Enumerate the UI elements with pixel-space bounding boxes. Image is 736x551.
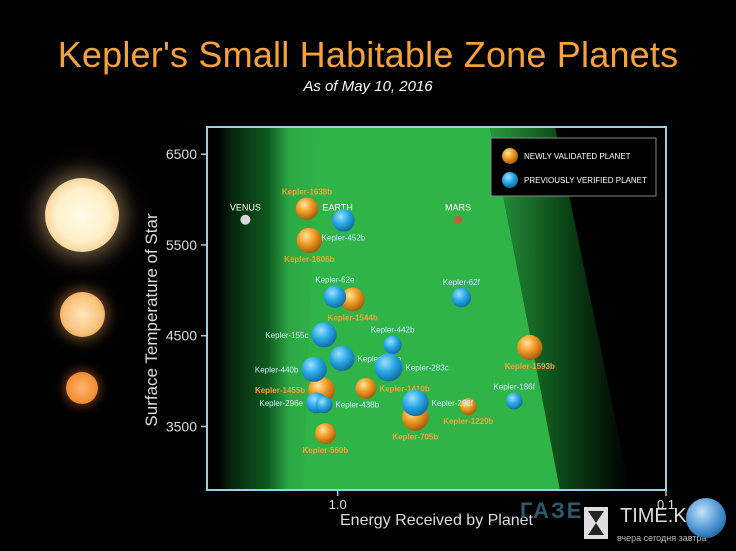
brand-tagline: вчера сегодня завтра: [617, 533, 707, 543]
planet-marker: [454, 215, 463, 224]
planet-label: Kepler-62f: [443, 278, 481, 287]
legend-box: [490, 137, 657, 197]
planet-label: Kepler-452b: [322, 234, 366, 243]
hot-star-icon: [45, 178, 119, 252]
legend-swatch: [502, 172, 518, 188]
planet-label: Kepler-1606b: [284, 255, 334, 264]
y-tick-label: 3500: [166, 418, 197, 434]
planet-label: Kepler-186f: [493, 383, 535, 392]
legend: NEWLY VALIDATED PLANET PREVIOUSLY VERIFIE…: [490, 137, 657, 197]
verified-planet-point: [323, 285, 347, 308]
y-tick-label: 5500: [166, 237, 197, 253]
planet-label: Kepler-1229b: [443, 417, 493, 426]
new-planet-point: [296, 227, 322, 254]
planet-label: Kepler-560b: [302, 446, 348, 455]
verified-planet-point: [301, 356, 327, 382]
planet-label: Kepler-283c: [406, 363, 449, 372]
planet-label: Kepler-1544b: [328, 313, 378, 322]
planet-label: Kepler-442b: [371, 326, 415, 335]
chart-title: Kepler's Small Habitable Zone Planets: [57, 34, 679, 75]
planet-label: Kepler-1455b: [255, 386, 305, 395]
verified-planet-point: [329, 345, 355, 372]
verified-planet-point: [402, 389, 429, 417]
new-planet-point: [459, 398, 477, 415]
medium-star-icon: [60, 292, 105, 337]
x-tick-label: 1.0: [329, 497, 347, 512]
y-tick-label: 6500: [166, 146, 197, 162]
planet-label: EARTH: [322, 203, 352, 213]
new-planet-point: [314, 423, 336, 445]
new-planet-point: [340, 287, 365, 312]
planet-label: Kepler-440b: [255, 365, 299, 374]
verified-planet-point: [451, 287, 472, 308]
hourglass-icon: [584, 507, 608, 539]
planet-label: Kepler-296e: [259, 399, 303, 408]
x-axis: 1.0 0.1: [329, 490, 675, 512]
verified-planet-point: [315, 396, 333, 414]
planet-label: Kepler-438b: [335, 401, 379, 410]
new-planet-point: [355, 377, 377, 399]
legend-swatch: [502, 148, 518, 164]
verified-planet-point: [374, 353, 403, 382]
y-tick-label: 4500: [166, 328, 197, 344]
x-axis-label: Energy Received by Planet: [340, 512, 533, 529]
planet-label: Kepler-62e: [315, 276, 355, 285]
verified-planet-point: [383, 335, 402, 354]
legend-label: NEWLY VALIDATED PLANET: [524, 152, 631, 161]
chart-subtitle: As of May 10, 2016: [303, 78, 433, 95]
planet-label: VENUS: [230, 203, 261, 213]
planet-label: Kepler-296f: [432, 399, 474, 408]
y-axis: 3500 4500 5500 6500: [166, 146, 207, 434]
planet-label: Kepler-1593b: [505, 362, 555, 371]
habitable-zone-band: [207, 127, 666, 490]
x-tick-label: 0.1: [657, 497, 675, 512]
y-axis-label: Surface Temperature of Star: [142, 213, 161, 427]
globe-icon: [686, 498, 726, 538]
planet-label: Kepler-1638b: [282, 187, 332, 196]
verified-planet-point: [332, 209, 355, 232]
planet-label: Kepler-155c: [265, 331, 308, 340]
planet-label: MARS: [445, 203, 471, 213]
watermark: ГАЗЕ: [520, 498, 584, 523]
planet-label: Kepler-705b: [392, 433, 438, 442]
new-planet-point: [517, 334, 543, 361]
legend-label: PREVIOUSLY VERIFIED PLANET: [524, 176, 647, 185]
verified-planet-point: [311, 322, 337, 348]
new-planet-point: [295, 197, 319, 220]
plot-frame: [206, 126, 667, 491]
planet-label: Kepler-1410b: [379, 384, 429, 393]
verified-planet-point: [505, 392, 523, 410]
brand-name: TIME.KG: [620, 505, 703, 527]
planet-points: Kepler-1638b Kepler-1606b Kepler-1544b Kepl…: [255, 187, 555, 455]
planet-marker: [240, 214, 251, 225]
cool-star-icon: [66, 372, 98, 404]
